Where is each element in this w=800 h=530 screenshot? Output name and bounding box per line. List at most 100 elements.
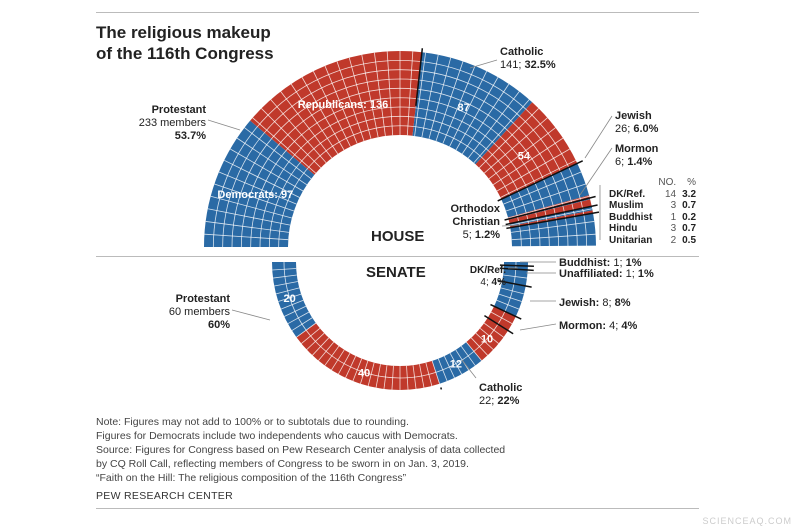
house-catholic-label: Catholic 141; 32.5% [500,46,556,71]
percent: 0.2 [682,211,697,223]
grid-radial [296,322,317,338]
chart-title: The religious makeup of the 116th Congre… [96,22,274,64]
grid-radial [505,183,586,212]
house-mormon-label: Mormon 6; 1.4% [615,143,659,168]
grid-radial [412,365,417,390]
grid-radial [511,233,596,241]
notes: Note: Figures may not add to 100% or to … [96,416,506,484]
grid-radial [490,311,513,325]
house-title: HOUSE [371,228,425,245]
grid-radial [230,148,304,192]
grid-radial [244,127,312,180]
grid-radial [324,65,358,144]
grid-radial [205,221,290,233]
count: 2 [670,234,677,246]
grid-radial [278,293,302,302]
grid-radial [449,71,488,147]
grid-radial [336,61,365,142]
senate-catholic-label: Catholic 22; 22% [479,382,523,407]
grid-radial [352,358,363,382]
house-segment-protestant-democrat [204,120,315,247]
senate-segment-catholic-republican [466,317,509,361]
grid-radial [331,349,345,371]
group-divider [499,264,534,267]
group-divider [484,314,514,335]
chamber-divider [96,256,699,257]
grid-radial [275,287,300,295]
grid-radial [272,274,297,279]
grid-radial [312,71,351,147]
percent: 0.5 [682,234,697,246]
senate-segment-protestant-democrat [272,262,316,338]
grid-radial [287,311,310,325]
house-orthodox-label: Orthodox Christian 5; 1.2% [450,203,501,241]
grid-radial [348,57,372,139]
senate-jewish-label: Jewish: 8; 8% [559,297,631,309]
grid-radial [508,195,590,219]
grid-radial [500,159,576,198]
grid-radial [419,364,425,388]
table-row: Unitarian 2 0.5 [606,235,699,247]
segment-label: Democrats: 97 [217,189,293,201]
grid-radial [498,293,522,302]
grid-radial [465,341,482,361]
grid-radial [478,108,539,169]
table-row: Buddhist 1 0.2 [606,212,699,224]
senate-unaffiliated-label: Unaffiliated: 1; 1% [559,268,654,280]
grid-radial [406,51,414,136]
religion: Buddhist [609,211,653,223]
grid-radial [500,287,525,295]
grid-radial [437,358,448,382]
house-segment-catholic-democrat [412,52,533,165]
grid-radial [483,117,548,174]
religion: Hindu [609,223,638,234]
table-row: DK/Ref. 14 3.2 [606,189,699,201]
grid-radial [510,221,595,233]
grid-radial [361,54,379,138]
table-row: Hindu 3 0.7 [606,223,699,235]
house-other-table: NO.% DK/Ref. 14 3.2 Muslim 3 0.7 Buddhist 1 0.2 H… [606,177,699,246]
grid-radial [386,51,394,136]
grid-radial [306,332,325,350]
segment-label: 12 [450,359,462,371]
group-divider [497,160,584,202]
grid-radial [280,91,333,159]
grid-radial [479,327,499,344]
source-credit: PEW RESEARCH CENTER [96,490,233,502]
religion: Unitarian [609,234,653,246]
grid-radial [470,337,488,356]
religion: DK/Ref. [609,188,646,200]
grid-radial [503,274,528,279]
grid-radial [421,54,439,138]
group-divider [415,48,424,106]
grid-radial [210,195,292,219]
grid-radial [374,52,386,137]
house-segment-mormon-republican [508,199,592,224]
grid-radial [207,208,291,226]
percent: 0.7 [682,200,697,211]
grid-radial [318,341,335,361]
grid-radial [496,148,570,192]
table-row: Muslim 3 0.7 [606,200,699,212]
house-jewish-label: Jewish 26; 6.0% [615,110,659,135]
title-line-2: of the 116th Congress [96,44,274,63]
grid-radial [360,360,369,384]
senate-segment-protestant-republican [296,323,440,390]
grid-radial [270,99,327,164]
group-divider [506,211,600,230]
group-divider [499,267,534,272]
group-divider [440,387,443,390]
leader-line [231,309,271,321]
grid-radial [431,360,440,384]
title-line-1: The religious makeup [96,23,271,42]
grid-radial [290,83,339,155]
grid-radial [204,233,289,241]
leader-line [207,119,241,131]
grid-radial [337,352,351,375]
grid-radial [274,281,298,287]
house-protestant-label: Protestant 233 members 53.7% [138,104,206,142]
top-rule [96,12,699,13]
grid-radial [236,137,308,186]
count: 1 [670,211,677,223]
